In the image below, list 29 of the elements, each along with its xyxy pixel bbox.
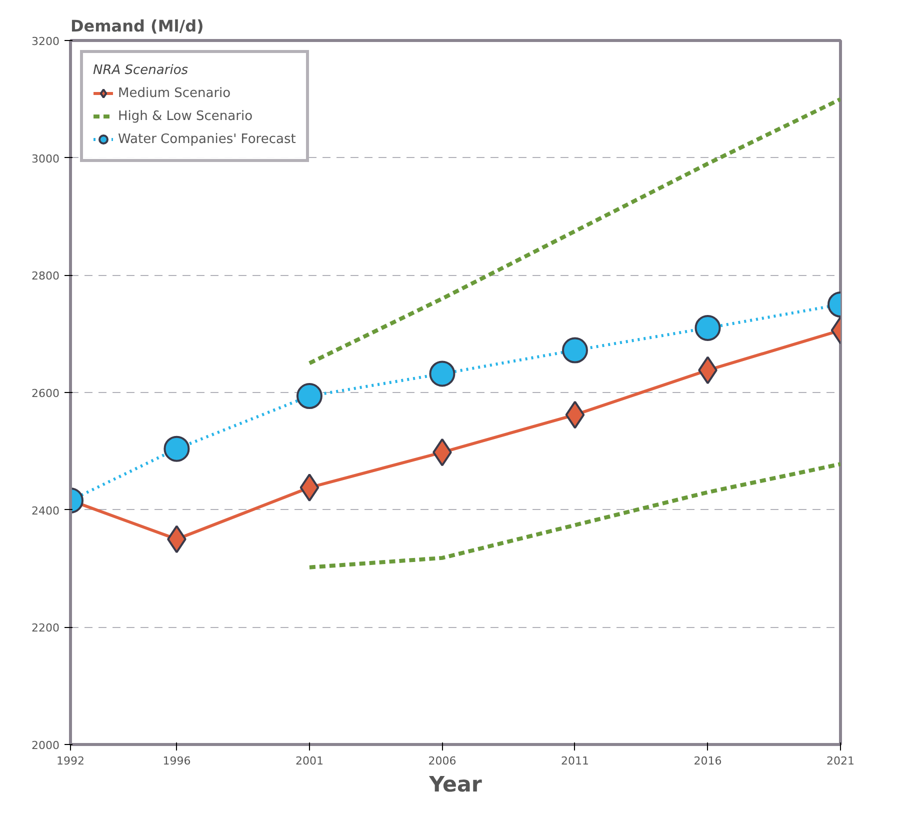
line-series xyxy=(307,462,840,570)
y-tick-label: 3200 xyxy=(32,35,60,48)
x-tick-label: 2021 xyxy=(826,754,855,768)
point xyxy=(694,314,721,341)
legend-label: Water Companies' Forecast xyxy=(118,132,296,146)
point xyxy=(300,474,320,502)
y-tick-label: 3000 xyxy=(32,152,60,166)
x-tick-label: 2016 xyxy=(694,754,722,768)
legend-label: High & Low Scenario xyxy=(118,108,253,124)
legend-title: NRA Scenarios xyxy=(93,63,190,78)
y-tick-label: 2400 xyxy=(32,504,60,518)
legend-label: Medium Scenario xyxy=(118,86,231,100)
point xyxy=(296,383,322,409)
x-tick-label: 2011 xyxy=(560,754,589,768)
y-tick-label: 2600 xyxy=(32,387,60,400)
x-axis-title: Year xyxy=(428,772,482,798)
x-tick-label: 2001 xyxy=(295,754,324,768)
y-axis-title: Demand (Ml/d) xyxy=(70,16,204,36)
x-tick-label: 1992 xyxy=(56,754,85,768)
y-tick-label: 2000 xyxy=(32,739,60,752)
x-tick-label: 1996 xyxy=(162,754,191,768)
point xyxy=(562,337,588,364)
point xyxy=(164,436,190,462)
point xyxy=(565,400,585,429)
y-tick-label: 2200 xyxy=(32,622,60,635)
y-tick-label: 2800 xyxy=(32,270,60,283)
x-tick-label: 2006 xyxy=(428,754,456,768)
line-series xyxy=(307,97,840,366)
point xyxy=(429,360,456,387)
